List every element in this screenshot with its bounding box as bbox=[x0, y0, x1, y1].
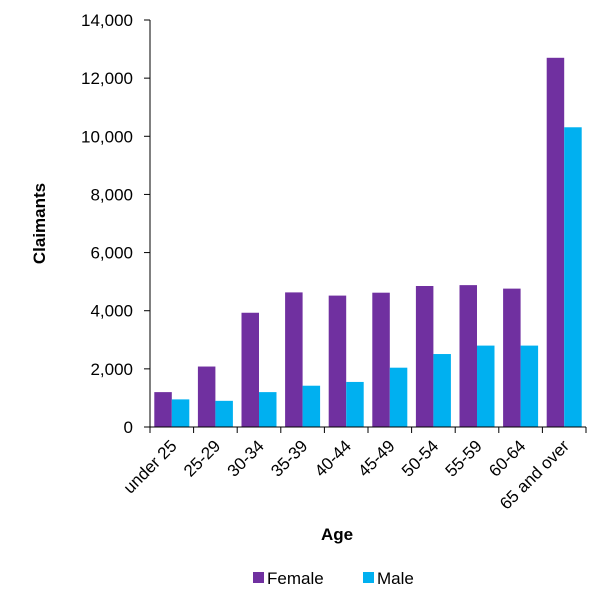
y-tick-label: 4,000 bbox=[90, 302, 133, 321]
legend-label-female: Female bbox=[267, 569, 324, 588]
x-tick-label: under 25 bbox=[120, 436, 181, 497]
bar-male bbox=[302, 385, 321, 427]
bar-female bbox=[197, 366, 216, 427]
bar-female bbox=[546, 57, 565, 428]
y-tick-label: 0 bbox=[124, 418, 133, 437]
x-tick-label: 55-59 bbox=[442, 436, 486, 480]
bar-male bbox=[259, 392, 277, 427]
x-tick-label: 35-39 bbox=[267, 436, 311, 480]
bar-male bbox=[433, 354, 451, 427]
bar-female bbox=[372, 292, 390, 427]
bars bbox=[154, 57, 582, 428]
legend-swatch-male bbox=[363, 572, 374, 583]
y-tick-label: 14,000 bbox=[81, 11, 133, 30]
x-tick-label: 45-49 bbox=[354, 436, 398, 480]
x-tick-label: 40-44 bbox=[311, 436, 355, 480]
bar-male bbox=[215, 400, 233, 427]
bar-male bbox=[389, 367, 408, 427]
x-axis-title: Age bbox=[321, 525, 353, 544]
y-tick-label: 12,000 bbox=[81, 69, 133, 88]
bar-male bbox=[346, 381, 364, 427]
bar-male bbox=[171, 399, 190, 427]
y-axis-ticks: 0 2,000 4,000 6,000 8,000 10,000 12,000 14,000 bbox=[81, 11, 150, 437]
bar-female bbox=[415, 286, 434, 427]
x-tick-label: 25-29 bbox=[180, 436, 224, 480]
x-tick-label: 50-54 bbox=[398, 436, 442, 480]
bar-female bbox=[459, 285, 477, 427]
bar-female bbox=[328, 295, 347, 427]
bar-female bbox=[241, 312, 259, 427]
bar-male bbox=[564, 127, 582, 428]
x-tick-label: 30-34 bbox=[224, 436, 268, 480]
legend-swatch-female bbox=[253, 572, 264, 583]
y-tick-label: 2,000 bbox=[90, 360, 133, 379]
bar-male bbox=[520, 345, 539, 427]
y-tick-label: 6,000 bbox=[90, 244, 133, 263]
y-tick-label: 10,000 bbox=[81, 127, 133, 146]
y-tick-label: 8,000 bbox=[90, 185, 133, 204]
legend-label-male: Male bbox=[377, 569, 414, 588]
x-axis-ticks: under 25 25-29 30-34 35-39 40-44 45-49 50-54 55… bbox=[120, 427, 587, 513]
bar-female bbox=[285, 292, 303, 427]
legend: Female Male bbox=[253, 569, 414, 588]
bar-male bbox=[477, 345, 495, 427]
bar-female bbox=[503, 288, 521, 427]
y-axis-title: Claimants bbox=[30, 183, 49, 264]
bar-female bbox=[154, 392, 172, 427]
